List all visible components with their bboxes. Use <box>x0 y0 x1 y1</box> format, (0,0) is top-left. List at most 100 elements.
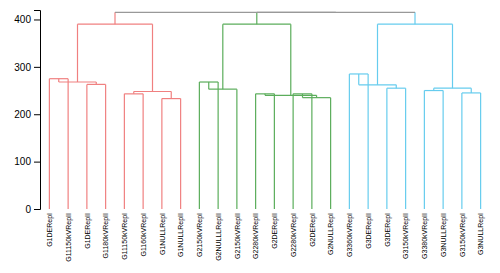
y-tick: 400 <box>14 14 40 25</box>
y-tick-label: 100 <box>14 156 31 167</box>
link-vertical <box>236 89 237 209</box>
leaf-label: G3NULLRepII <box>440 213 448 257</box>
x-tick: G3DERepI <box>384 213 392 247</box>
link-vertical <box>105 84 106 209</box>
leaf-label: G1160kVRepI <box>140 213 148 257</box>
y-tick-label: 400 <box>14 14 31 25</box>
link-vertical <box>208 82 209 89</box>
x-tick: G2NULLLRepII <box>215 213 223 261</box>
x-axis: G1DERepI G11150kVRepII G1DERepII G1180kVRep… <box>46 213 485 262</box>
link-horizontal <box>115 12 336 13</box>
x-tick: G3NULLRepII <box>440 213 448 257</box>
link-vertical <box>152 24 153 91</box>
link-vertical <box>161 99 162 209</box>
y-tick-label: 0 <box>25 204 31 215</box>
leaf-label: G1NULLRepI <box>159 213 167 255</box>
leaf-label: G2DERepII <box>271 213 279 249</box>
x-tick: G2280kVRepI <box>290 213 298 257</box>
link-vertical <box>377 24 378 85</box>
leaf-label: G1DERepII <box>84 213 92 249</box>
link-vertical <box>124 94 125 209</box>
y-tick-label: 300 <box>14 62 31 73</box>
link-vertical <box>293 94 294 209</box>
leaf-label: G3DERepI <box>384 213 392 247</box>
link-horizontal <box>256 93 275 94</box>
x-tick: G1DERepII <box>84 213 92 249</box>
link-vertical <box>330 98 331 209</box>
link-vertical <box>480 93 481 209</box>
link-vertical <box>218 82 219 209</box>
x-tick: G1180kVRepII <box>102 213 110 258</box>
chart: 0100200300400G1DERepIG11150kVRepIIG1DERe… <box>0 0 500 273</box>
x-tick: G2150kVRepI <box>196 213 204 257</box>
leaf-label: G3150kVRepII <box>402 213 410 259</box>
x-tick: G11150kVRepII <box>65 213 73 262</box>
link-vertical <box>424 91 425 209</box>
y-tick: 100 <box>14 156 40 167</box>
link-vertical <box>386 88 387 209</box>
link-vertical <box>349 74 350 209</box>
x-tick: G2150kVRepII <box>234 213 242 259</box>
x-tick: G2280kVRepII <box>252 213 260 259</box>
y-tick: 200 <box>14 109 40 120</box>
x-tick: G1DERepI <box>46 213 54 247</box>
link-vertical <box>255 94 256 209</box>
link-vertical <box>358 74 359 85</box>
leaf-label: G1DERepI <box>46 213 54 247</box>
y-tick-mark <box>34 67 40 68</box>
link-vertical <box>443 91 444 209</box>
link-vertical <box>471 88 472 93</box>
leaf-label: G2150kVRepI <box>196 213 204 257</box>
x-tick: G2NULLRepI <box>327 213 335 255</box>
leaf-label: G3DERepII <box>365 213 373 249</box>
x-tick: G3150kVRepII <box>402 213 410 259</box>
leaf-label: G2280kVRepII <box>252 213 260 259</box>
y-tick-mark <box>34 209 40 210</box>
link-vertical <box>222 24 223 89</box>
link-vertical <box>114 12 115 24</box>
leaf-label: G1NULLRepII <box>177 213 185 257</box>
x-tick: G3150kVRepI <box>459 213 467 257</box>
link-vertical <box>405 88 406 209</box>
link-vertical <box>68 79 69 209</box>
leaf-label: G3150kVRepI <box>459 213 467 257</box>
x-tick: G11150kVRepI <box>121 213 129 260</box>
link-vertical <box>461 93 462 209</box>
x-tick: G2DERepII <box>271 213 279 249</box>
x-tick: G2DERepI <box>309 213 317 247</box>
leaf-label: G3380kVRepII <box>421 213 429 259</box>
link-vertical <box>171 91 172 98</box>
y-tick-mark <box>34 162 40 163</box>
link-vertical <box>311 94 312 209</box>
y-tick-mark <box>34 114 40 115</box>
x-tick: G3NULLRepI <box>477 213 485 255</box>
y-tick-label: 200 <box>14 109 31 120</box>
link-vertical <box>199 82 200 209</box>
link-vertical <box>414 12 415 24</box>
x-tick: G3380kVRepII <box>421 213 429 259</box>
leaf-label: G11150kVRepI <box>121 213 129 260</box>
link-vertical <box>452 24 453 88</box>
link-vertical <box>274 94 275 209</box>
x-tick: G1160kVRepI <box>140 213 148 257</box>
leaf-label: G3360kVRepI <box>346 213 354 257</box>
leaf-label: G1180kVRepII <box>102 213 110 258</box>
link-vertical <box>256 12 257 24</box>
link-vertical <box>86 84 87 209</box>
leaf-label: G2150kVRepII <box>234 213 242 259</box>
leaf-label: G2NULLRepI <box>327 213 335 255</box>
plot: 0100200300400G1DERepIG11150kVRepIIG1DERe… <box>14 11 485 262</box>
y-tick-mark <box>34 19 40 20</box>
link-vertical <box>77 24 78 82</box>
link-vertical <box>49 79 50 209</box>
x-tick: G3DERepII <box>365 213 373 249</box>
link-vertical <box>180 99 181 209</box>
links <box>49 12 480 209</box>
link-vertical <box>290 24 291 95</box>
leaf-label: G2NULLLRepII <box>215 213 223 261</box>
y-tick: 0 <box>25 204 40 215</box>
link-vertical <box>143 94 144 209</box>
leaf-label: G11150kVRepII <box>65 213 73 262</box>
y-axis-line <box>34 11 41 210</box>
y-tick: 300 <box>14 62 40 73</box>
